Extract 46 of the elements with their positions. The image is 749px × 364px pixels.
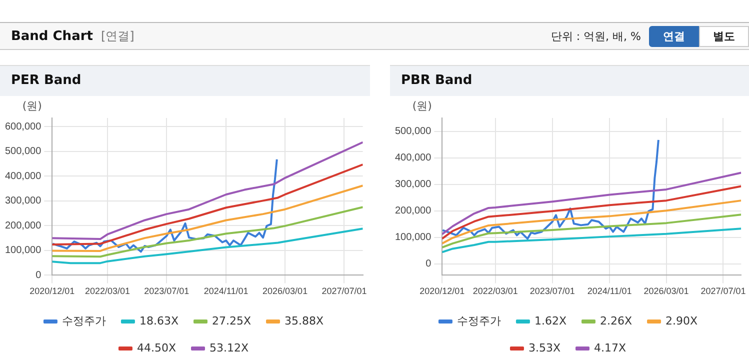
- y-tick-label: 100,000: [394, 232, 432, 244]
- legend-label: 수정주가: [62, 314, 106, 328]
- x-tick-label: 2020/12/01: [30, 286, 75, 296]
- y-tick-label: 400,000: [4, 170, 42, 182]
- legend-label: 53.12X: [210, 341, 249, 354]
- x-tick-label: 2026/03/01: [262, 286, 308, 296]
- legend-label: 3.53X: [528, 341, 561, 354]
- text: 별도: [699, 26, 749, 46]
- x-tick-label: 2023/07/01: [144, 286, 190, 296]
- legend-label: 27.25X: [212, 314, 252, 328]
- text: 단위 : 억원, 배, %: [550, 28, 641, 44]
- legend-label: 1.62X: [534, 314, 567, 328]
- y-axis-title: (원): [22, 99, 42, 112]
- x-tick-label: 2024/11/01: [587, 286, 632, 296]
- y-tick-label: 500,000: [394, 126, 432, 138]
- x-tick-label: 2027/07/01: [700, 286, 746, 296]
- y-tick-label: 100,000: [4, 245, 42, 256]
- y-tick-label: 200,000: [4, 220, 42, 232]
- chart-title: PER Band: [0, 65, 370, 96]
- legend-label: 44.50X: [136, 341, 176, 354]
- text: 연결: [649, 26, 699, 46]
- legend-label: 18.63X: [139, 314, 179, 328]
- legend-label: 2.26X: [600, 314, 632, 328]
- legend-label: 4.17X: [594, 341, 626, 354]
- chart-title: PBR Band: [390, 65, 749, 96]
- y-tick-label: 0: [36, 270, 42, 281]
- x-tick-label: 2020/12/01: [420, 286, 465, 296]
- x-tick-label: 2027/07/01: [322, 286, 367, 296]
- x-tick-label: 2024/11/01: [204, 286, 248, 296]
- x-tick-label: 2023/07/01: [530, 286, 575, 296]
- text: [연결]: [100, 28, 134, 44]
- y-tick-label: 300,000: [394, 179, 432, 190]
- y-tick-label: 0: [426, 258, 432, 270]
- y-tick-label: 200,000: [394, 206, 432, 217]
- y-tick-label: 600,000: [4, 121, 42, 132]
- x-tick-label: 2022/03/01: [472, 286, 518, 296]
- y-axis-title: (원): [412, 99, 432, 112]
- x-tick-label: 2022/03/01: [84, 286, 130, 296]
- y-tick-label: 300,000: [4, 196, 42, 207]
- y-tick-label: 500,000: [4, 146, 42, 158]
- legend-label: 35.88X: [284, 314, 324, 328]
- legend-label: 2.90X: [666, 314, 698, 328]
- x-tick-label: 2026/03/01: [644, 286, 689, 296]
- y-tick-label: 400,000: [394, 152, 432, 164]
- legend-label: 수정주가: [456, 314, 501, 328]
- text: Band Chart: [11, 28, 93, 44]
